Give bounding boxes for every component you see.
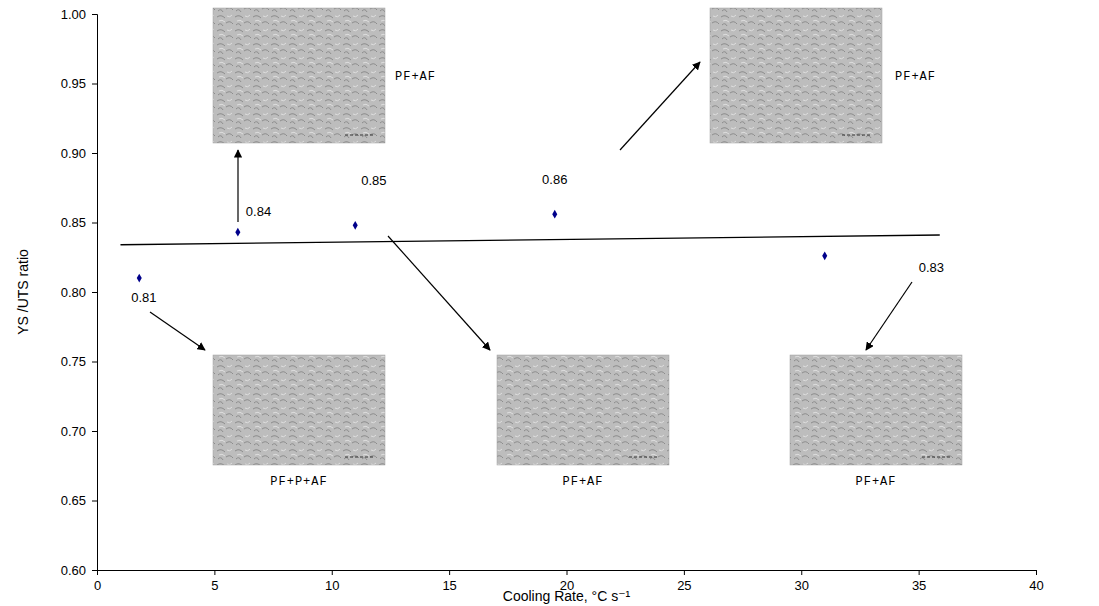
y-tick-mark bbox=[92, 153, 97, 154]
microstructure-label: PF+P+AF bbox=[270, 475, 327, 489]
scale-bar bbox=[922, 457, 952, 458]
data-point bbox=[822, 251, 827, 260]
scale-bar bbox=[629, 457, 659, 458]
y-tick-mark bbox=[92, 570, 97, 571]
x-tick-mark bbox=[449, 570, 450, 575]
trend-line bbox=[120, 235, 939, 245]
data-point bbox=[235, 228, 240, 237]
micrograph bbox=[497, 355, 669, 465]
micrograph bbox=[710, 8, 882, 143]
scale-bar bbox=[345, 135, 375, 136]
x-tick: 0 bbox=[94, 570, 101, 593]
y-tick-label: 0.85 bbox=[61, 215, 86, 230]
microstructure-label: PF+AF bbox=[855, 475, 896, 489]
x-tick-label: 40 bbox=[1029, 578, 1043, 593]
annotations: PF+P+AF PF+AF PF+AF PF+AF PF+AF bbox=[150, 8, 962, 489]
x-tick-mark bbox=[567, 570, 568, 575]
micrograph bbox=[213, 8, 385, 143]
data-point bbox=[137, 274, 142, 283]
x-axis-line bbox=[98, 571, 1037, 576]
x-tick-label: 35 bbox=[912, 578, 926, 593]
x-tick: 25 bbox=[677, 570, 691, 593]
x-tick-mark bbox=[1036, 570, 1037, 575]
x-tick-label: 25 bbox=[677, 578, 691, 593]
y-tick-label: 0.70 bbox=[61, 424, 86, 439]
x-tick-label: 15 bbox=[442, 578, 456, 593]
data-label: 0.85 bbox=[361, 173, 386, 188]
y-tick-mark bbox=[92, 362, 97, 363]
y-tick-mark bbox=[92, 431, 97, 432]
x-tick-mark bbox=[332, 570, 333, 575]
arrow bbox=[388, 236, 490, 350]
y-tick-mark bbox=[92, 292, 97, 293]
y-tick: 1.00 bbox=[61, 7, 97, 22]
arrow bbox=[237, 150, 238, 222]
x-tick: 15 bbox=[442, 570, 456, 593]
x-tick: 35 bbox=[912, 570, 926, 593]
y-tick-label: 0.60 bbox=[61, 563, 86, 578]
x-tick-label: 0 bbox=[94, 578, 101, 593]
data-label: 0.84 bbox=[246, 204, 271, 219]
y-tick-mark bbox=[92, 223, 97, 224]
y-tick: 0.65 bbox=[61, 493, 97, 508]
plot-marks bbox=[120, 210, 939, 283]
y-axis: 0.60 0.65 0.70 0.75 0.80 0.85 0.90 0.95 1.00 bbox=[61, 7, 98, 578]
y-tick-mark bbox=[92, 14, 97, 15]
x-tick: 10 bbox=[325, 570, 339, 593]
y-tick: 0.90 bbox=[61, 146, 97, 161]
y-tick-mark bbox=[92, 501, 97, 502]
arrow bbox=[620, 62, 700, 150]
arrow bbox=[150, 312, 205, 350]
microstructure-label: PF+AF bbox=[562, 475, 603, 489]
y-tick: 0.75 bbox=[61, 354, 97, 369]
microstructure-label: PF+AF bbox=[895, 70, 936, 84]
data-label: 0.83 bbox=[919, 260, 944, 275]
y-tick: 0.60 bbox=[61, 563, 97, 578]
y-tick-label: 0.75 bbox=[61, 354, 86, 369]
y-axis-title: YS /UTS ratio bbox=[15, 249, 31, 335]
scale-bar bbox=[842, 135, 872, 136]
y-tick: 0.70 bbox=[61, 424, 97, 439]
y-tick-label: 0.95 bbox=[61, 76, 86, 91]
y-tick-label: 0.90 bbox=[61, 146, 86, 161]
x-axis-title: Cooling Rate, °C s⁻¹ bbox=[503, 588, 631, 604]
scale-bar bbox=[345, 457, 375, 458]
microstructure-label: PF+AF bbox=[395, 70, 436, 84]
y-axis-line bbox=[92, 15, 98, 571]
y-tick-label: 0.65 bbox=[61, 493, 86, 508]
data-label: 0.86 bbox=[542, 172, 567, 187]
y-tick: 0.95 bbox=[61, 76, 97, 91]
micrograph bbox=[790, 355, 962, 465]
arrow bbox=[866, 282, 912, 350]
micrograph bbox=[213, 355, 385, 465]
chart: 05101520253035400.600.650.700.750.800.85… bbox=[0, 0, 1099, 606]
y-tick-label: 1.00 bbox=[61, 7, 86, 22]
x-tick-mark bbox=[214, 570, 215, 575]
x-tick: 5 bbox=[211, 570, 218, 593]
x-tick-mark bbox=[684, 570, 685, 575]
y-tick-mark bbox=[92, 84, 97, 85]
data-label: 0.81 bbox=[131, 290, 156, 305]
data-point bbox=[353, 221, 358, 230]
x-tick-label: 10 bbox=[325, 578, 339, 593]
x-tick-label: 30 bbox=[795, 578, 809, 593]
y-tick: 0.80 bbox=[61, 285, 97, 300]
x-tick-mark bbox=[919, 570, 920, 575]
y-tick: 0.85 bbox=[61, 215, 97, 230]
y-tick-label: 0.80 bbox=[61, 285, 86, 300]
x-tick-label: 5 bbox=[211, 578, 218, 593]
x-tick: 40 bbox=[1029, 570, 1043, 593]
x-tick: 30 bbox=[795, 570, 809, 593]
data-point bbox=[552, 210, 557, 219]
x-tick-mark bbox=[801, 570, 802, 575]
